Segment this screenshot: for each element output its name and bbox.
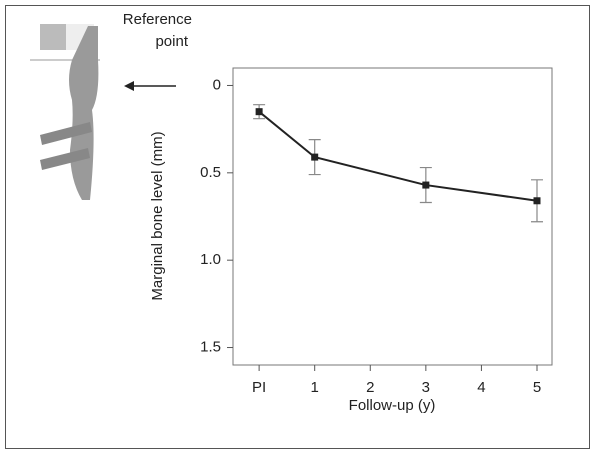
y-tick-label: 0 (213, 76, 221, 93)
plot-area (232, 67, 553, 366)
data-point (533, 197, 541, 205)
y-tick-label: 0.5 (200, 164, 221, 181)
x-tick-label: 5 (533, 379, 541, 396)
y-tick-label: 1.0 (200, 251, 221, 268)
data-point (255, 108, 263, 116)
x-tick-label: 1 (311, 379, 319, 396)
x-tick-label: 3 (422, 379, 430, 396)
annotation: point (155, 33, 188, 50)
x-tick-label: PI (252, 379, 266, 396)
annotation: Reference (123, 11, 192, 28)
series-line (258, 110, 538, 202)
reference-arrow (124, 81, 176, 91)
y-tick-label: 1.5 (200, 338, 221, 355)
data-point (422, 181, 430, 189)
frame (5, 5, 590, 449)
x-axis-label: Follow-up (y) (349, 397, 436, 414)
data-point (311, 153, 319, 161)
x-tick-label: 4 (477, 379, 485, 396)
x-tick-label: 2 (366, 379, 374, 396)
implant-illustration (30, 24, 100, 200)
y-axis-label: Marginal bone level (mm) (149, 131, 166, 300)
